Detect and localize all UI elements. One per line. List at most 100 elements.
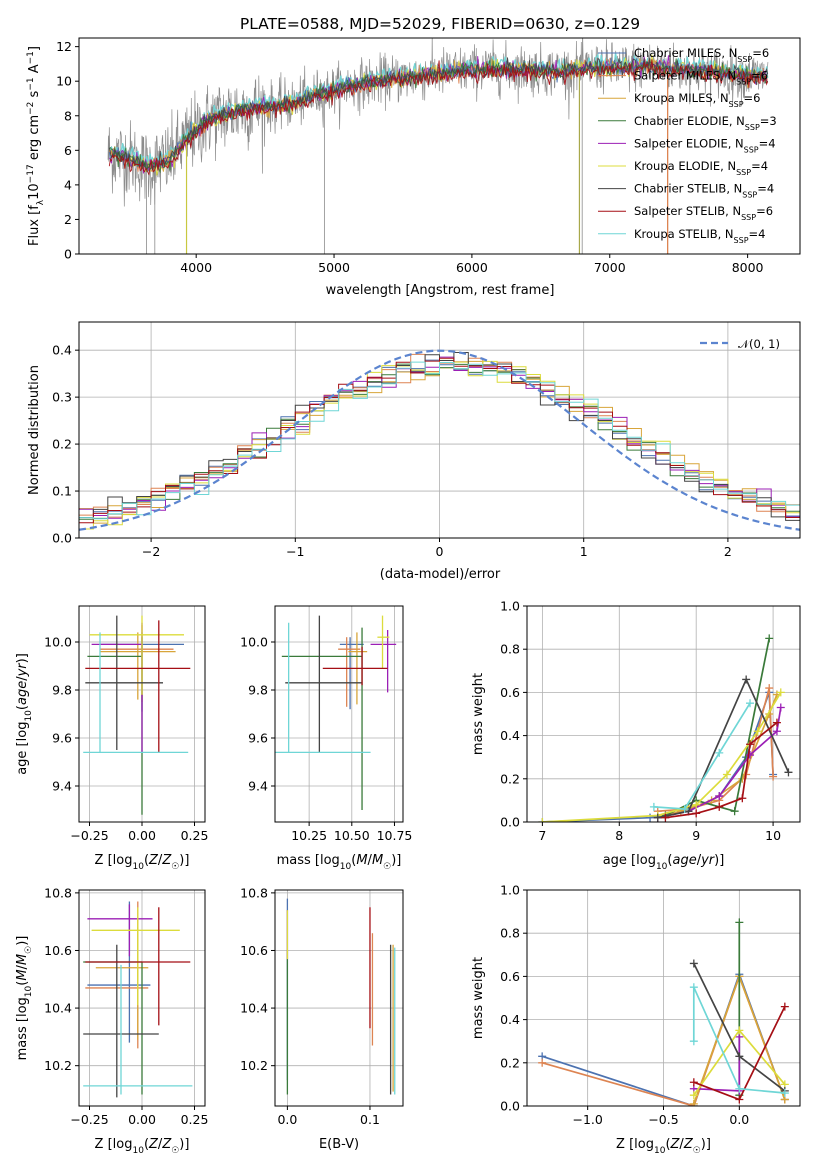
- Z_weights-panel: −1.0 −0.5 0.0 0.0 0.2 0.4 0.6 0.8 1.0 Z [log10(Z/…: [471, 883, 801, 1156]
- Z_vs_mass-x-label: Z [log10(Z/Z☉)]: [95, 1137, 190, 1156]
- y-tick-label: 0.6: [500, 969, 520, 984]
- weight-marker: [765, 684, 774, 693]
- Z_vs_age-frame: [78, 605, 206, 823]
- x-tick-label: 4000: [180, 260, 212, 275]
- weight-series-line: [653, 702, 751, 810]
- weight-marker: [730, 807, 739, 816]
- y-tick-label: 0.4: [500, 728, 520, 743]
- Z_vs_age-plot-area: [83, 615, 191, 815]
- x-tick-label: 2: [724, 544, 732, 559]
- y-tick-label: 0.2: [52, 437, 72, 452]
- residuals-x-label: (data-model)/error: [380, 567, 501, 582]
- y-tick-label: 10.0: [240, 635, 268, 650]
- weight-marker: [772, 718, 781, 727]
- y-tick-label: 0.6: [500, 685, 520, 700]
- y-tick-label: 9.4: [248, 779, 268, 794]
- residuals-panel: −2 −1 0 1 2 0.0 0.1 0.2 0.3 0.4 𝒩(0, 1) (data-model…: [27, 321, 801, 582]
- x-tick-label: 8000: [732, 260, 764, 275]
- spectrum-plot-area: [107, 38, 769, 254]
- weight-marker: [692, 800, 701, 809]
- residuals-axes: −2 −1 0 1 2 0.0 0.1 0.2 0.3 0.4: [52, 321, 801, 559]
- x-tick-label: 10.25: [291, 828, 327, 843]
- age_weights-grid: [527, 605, 800, 823]
- Z_vs_mass-frame: [78, 889, 206, 1107]
- Z_weights-y-label: mass weight: [471, 957, 486, 1039]
- weight-marker: [735, 1095, 744, 1104]
- x-tick-label: 0.0: [729, 1112, 749, 1127]
- x-tick-label: 8: [615, 828, 623, 843]
- y-tick-label: 10.2: [44, 1058, 72, 1073]
- weight-marker: [780, 1002, 789, 1011]
- weight-marker: [715, 748, 724, 757]
- weight-marker: [735, 918, 744, 927]
- Z_weights-x-label: Z [log10(Z/Z☉)]: [616, 1137, 711, 1156]
- weight-series-line: [657, 677, 790, 819]
- y-tick-label: 0.4: [500, 1012, 520, 1027]
- y-tick-label: 0.1: [52, 484, 72, 499]
- EBV_vs_mass-grid: [275, 890, 403, 1106]
- weight-marker: [776, 703, 785, 712]
- x-tick-label: 1: [580, 544, 588, 559]
- x-tick-label: −0.25: [70, 1112, 108, 1127]
- y-tick-label: 0.8: [500, 926, 520, 941]
- y-tick-label: 10: [56, 74, 72, 89]
- x-tick-label: 10.75: [377, 828, 413, 843]
- x-tick-label: 10.50: [334, 828, 370, 843]
- y-tick-label: 0.0: [500, 815, 520, 830]
- mass_vs_age-x-label: mass [log10(M/M☉)]: [277, 853, 402, 872]
- age_weights-y-label: mass weight: [471, 673, 486, 755]
- legend-entry: Chabrier MILES, NSSP=6: [634, 46, 769, 64]
- y-tick-label: 10.6: [240, 943, 268, 958]
- y-tick-label: 9.4: [52, 779, 72, 794]
- y-tick-label: 10.4: [240, 1001, 268, 1016]
- residuals-y-label: Normed distribution: [27, 365, 42, 495]
- x-tick-label: −1: [286, 544, 304, 559]
- legend-entry: Chabrier ELODIE, NSSP=3: [634, 114, 777, 132]
- x-tick-label: 0: [436, 544, 444, 559]
- y-tick-label: 0.2: [500, 771, 520, 786]
- x-tick-label: 7000: [594, 260, 626, 275]
- x-tick-label: 9: [692, 828, 700, 843]
- weight-marker: [746, 699, 755, 708]
- y-tick-label: 0.0: [500, 1099, 520, 1114]
- y-tick-label: 10.2: [240, 1058, 268, 1073]
- x-tick-label: 6000: [456, 260, 488, 275]
- x-tick-label: −0.25: [70, 828, 108, 843]
- legend-entry: Salpeter STELIB, NSSP=6: [634, 204, 773, 222]
- weight-marker: [689, 959, 698, 968]
- age_weights-plot-area: [538, 634, 793, 822]
- weight-marker: [689, 983, 698, 992]
- x-tick-label: 10: [765, 828, 781, 843]
- y-tick-label: 10.0: [44, 635, 72, 650]
- spectrum-legend: Chabrier MILES, NSSP=6 Salpeter MILES, NS…: [598, 46, 777, 244]
- weight-series-line: [542, 691, 782, 822]
- observed-spectrum-line: [107, 38, 769, 207]
- weight-marker: [689, 1078, 698, 1087]
- residuals-frame: [78, 321, 801, 539]
- legend-entry: Kroupa MILES, NSSP=6: [634, 91, 760, 109]
- Z_weights-grid: [527, 889, 800, 1107]
- weight-marker: [784, 768, 793, 777]
- x-tick-label: 0.0: [277, 1112, 297, 1127]
- Z_vs_mass-panel: −0.25 0.00 0.25 10.2 10.4 10.6 10.8 Z [log10(Z/…: [15, 885, 208, 1156]
- y-tick-label: 10.8: [44, 885, 72, 900]
- y-tick-label: 0.2: [500, 1055, 520, 1070]
- age_weights-frame: [526, 605, 801, 823]
- x-tick-label: −2: [142, 544, 160, 559]
- y-tick-label: 6: [64, 143, 72, 158]
- x-tick-label: 0.00: [128, 828, 156, 843]
- spectrum-frame: [78, 37, 801, 255]
- residual-histogram-step: [79, 361, 800, 520]
- Z_weights-plot-area: [538, 918, 789, 1106]
- y-tick-label: 4: [64, 177, 72, 192]
- spectrum-axes: 4000 5000 6000 7000 8000 0 2 4 6 8 10 12: [56, 37, 801, 275]
- y-tick-label: 9.6: [52, 731, 72, 746]
- age_weights-x-label: age [log10(age/yr)]: [603, 853, 725, 872]
- weight-marker: [722, 770, 731, 779]
- y-tick-label: 9.8: [248, 683, 268, 698]
- legend-entry: Salpeter MILES, NSSP=6: [634, 69, 768, 87]
- weight-marker: [653, 813, 662, 822]
- Z_vs_age-panel: −0.25 0.00 0.25 9.4 9.6 9.8 10.0 Z [log10(Z/Z☉)…: [15, 605, 208, 872]
- weight-marker: [692, 809, 701, 818]
